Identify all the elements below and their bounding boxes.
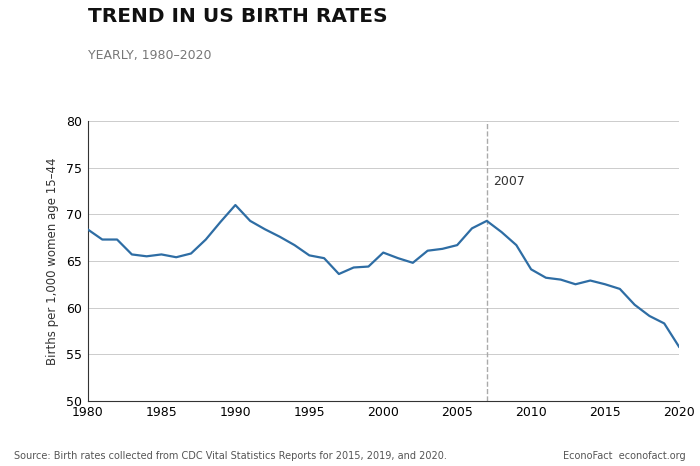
Y-axis label: Births per 1,000 women age 15–44: Births per 1,000 women age 15–44	[46, 157, 59, 365]
Text: 2007: 2007	[493, 175, 524, 188]
Text: TREND IN US BIRTH RATES: TREND IN US BIRTH RATES	[88, 7, 387, 26]
Text: EconoFact  econofact.org: EconoFact econofact.org	[564, 452, 686, 461]
Text: YEARLY, 1980–2020: YEARLY, 1980–2020	[88, 49, 211, 62]
Text: Source: Birth rates collected from CDC Vital Statistics Reports for 2015, 2019, : Source: Birth rates collected from CDC V…	[14, 452, 447, 461]
